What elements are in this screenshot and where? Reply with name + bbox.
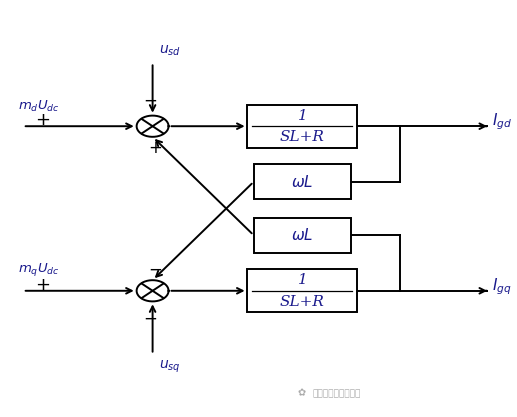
Text: +: +	[35, 111, 50, 129]
Text: $I_{gq}$: $I_{gq}$	[492, 276, 512, 297]
Text: SL+R: SL+R	[280, 294, 325, 309]
Text: $m_q U_{dc}$: $m_q U_{dc}$	[18, 261, 59, 279]
Bar	[254, 218, 351, 253]
Text: $m_d U_{dc}$: $m_d U_{dc}$	[18, 99, 59, 114]
Text: 1: 1	[298, 274, 307, 287]
Bar	[254, 164, 351, 199]
Text: ✿: ✿	[297, 389, 306, 399]
Text: 分布式发电与微电网: 分布式发电与微电网	[312, 389, 361, 398]
Text: $-$: $-$	[143, 90, 157, 108]
Text: $\omega L$: $\omega L$	[291, 174, 314, 190]
Bar	[248, 105, 357, 148]
Text: $I_{gd}$: $I_{gd}$	[492, 112, 512, 132]
Text: 1: 1	[298, 109, 307, 123]
Text: $-$: $-$	[148, 260, 162, 278]
Text: $u_{sd}$: $u_{sd}$	[159, 44, 180, 58]
Text: +: +	[148, 139, 162, 157]
Text: $-$: $-$	[143, 309, 157, 327]
Text: $u_{sq}$: $u_{sq}$	[159, 359, 180, 375]
Text: +: +	[35, 276, 50, 294]
Text: $\omega L$: $\omega L$	[291, 227, 314, 243]
Bar	[248, 269, 357, 312]
Text: SL+R: SL+R	[280, 130, 325, 144]
